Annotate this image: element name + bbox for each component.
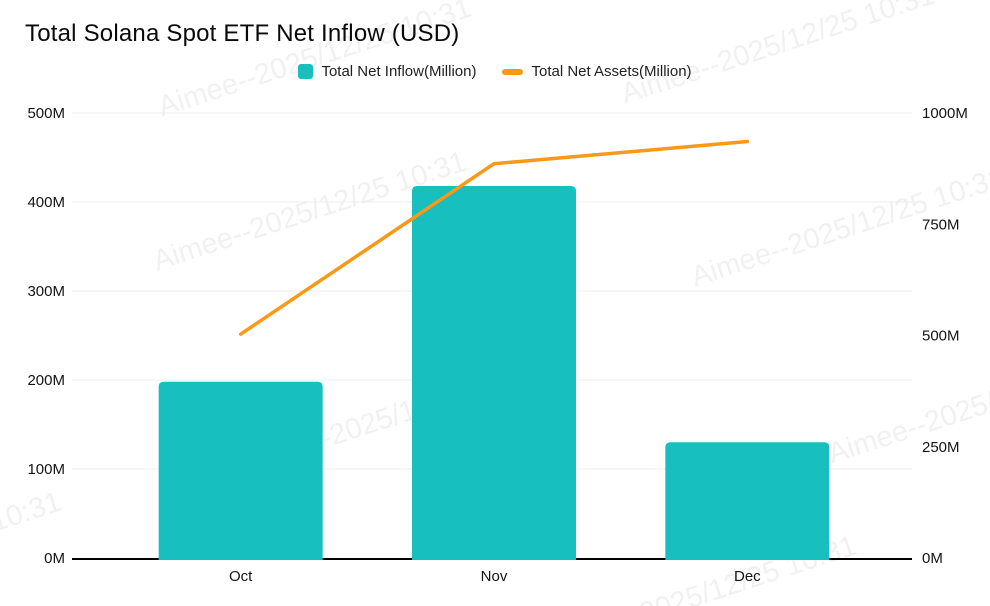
left-axis-tick-label: 400M bbox=[27, 194, 65, 211]
x-axis-category-label: Dec bbox=[734, 568, 761, 585]
legend-item-net-inflow[interactable]: Total Net Inflow(Million) bbox=[298, 63, 476, 80]
x-axis-category-label: Oct bbox=[229, 568, 253, 585]
net-assets-line[interactable] bbox=[238, 139, 750, 336]
legend-item-net-assets[interactable]: Total Net Assets(Million) bbox=[502, 63, 692, 80]
bar-series-swatch-icon bbox=[298, 64, 314, 79]
x-axis-category-label: Nov bbox=[481, 568, 508, 585]
right-axis-tick-label: 500M bbox=[922, 328, 960, 345]
bar-dec[interactable] bbox=[665, 442, 830, 560]
legend-label-net-assets: Total Net Assets(Million) bbox=[531, 63, 692, 80]
right-axis-tick-label: 0M bbox=[922, 550, 943, 567]
line-series-swatch-icon bbox=[502, 68, 524, 75]
bar-nov[interactable] bbox=[412, 185, 576, 561]
chart-title: Total Solana Spot ETF Net Inflow (USD) bbox=[25, 20, 460, 47]
right-axis-tick-label: 750M bbox=[922, 216, 960, 233]
left-axis-tick-label: 100M bbox=[27, 461, 65, 478]
left-axis-tick-label: 500M bbox=[27, 105, 65, 122]
bar-oct[interactable] bbox=[158, 381, 323, 560]
left-axis-tick-label: 200M bbox=[27, 372, 65, 389]
left-axis-tick-label: 0M bbox=[44, 550, 65, 567]
legend: Total Net Inflow(Million) Total Net Asse… bbox=[0, 63, 990, 80]
left-axis-tick-label: 300M bbox=[27, 283, 65, 300]
right-axis-tick-label: 250M bbox=[922, 439, 960, 456]
legend-label-net-inflow: Total Net Inflow(Million) bbox=[321, 63, 477, 80]
right-axis-tick-label: 1000M bbox=[922, 105, 968, 122]
